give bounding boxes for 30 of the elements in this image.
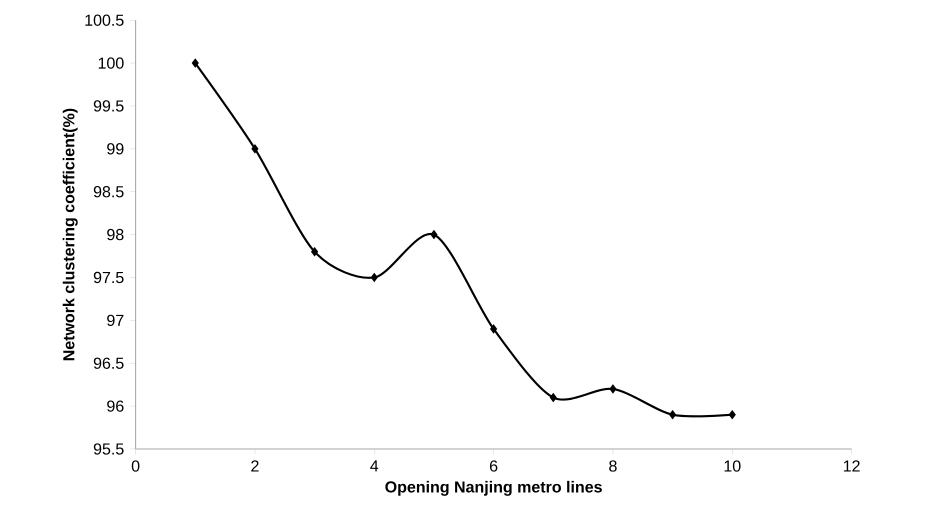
x-tick-label: 4 bbox=[370, 460, 378, 472]
point bbox=[609, 384, 616, 394]
x-axis-title: Opening Nanjing metro lines bbox=[385, 480, 602, 496]
point bbox=[669, 410, 676, 420]
y-axis-title: Network clustering coefficient(%) bbox=[62, 108, 78, 360]
y-tick-label: 100.5 bbox=[85, 14, 124, 26]
y-tick-label: 98.5 bbox=[94, 186, 124, 198]
point bbox=[728, 410, 736, 420]
point bbox=[370, 272, 378, 282]
y-tick-label: 98 bbox=[107, 228, 124, 240]
y-tick-label: 97.5 bbox=[94, 272, 124, 284]
point bbox=[550, 392, 557, 402]
x-tick-label: 8 bbox=[609, 460, 617, 472]
point bbox=[192, 58, 199, 68]
x-tick-label: 6 bbox=[490, 460, 498, 472]
y-tick-label: 100 bbox=[98, 57, 124, 69]
y-tick-label: 99 bbox=[107, 143, 124, 154]
x-tick-label: 2 bbox=[251, 460, 259, 472]
y-tick-label: 99.5 bbox=[94, 100, 124, 112]
point bbox=[311, 247, 318, 256]
y-tick-label: 97 bbox=[107, 314, 124, 326]
point bbox=[490, 324, 498, 334]
x-tick-label: 10 bbox=[724, 460, 741, 472]
x-tick-label: 12 bbox=[844, 460, 860, 472]
y-tick-label: 96 bbox=[107, 400, 124, 412]
y-tick-label: 96.5 bbox=[94, 358, 124, 369]
x-tick-label: 0 bbox=[132, 460, 140, 472]
y-tick-label: 95.5 bbox=[94, 443, 124, 455]
point bbox=[251, 144, 258, 154]
point bbox=[430, 230, 438, 240]
